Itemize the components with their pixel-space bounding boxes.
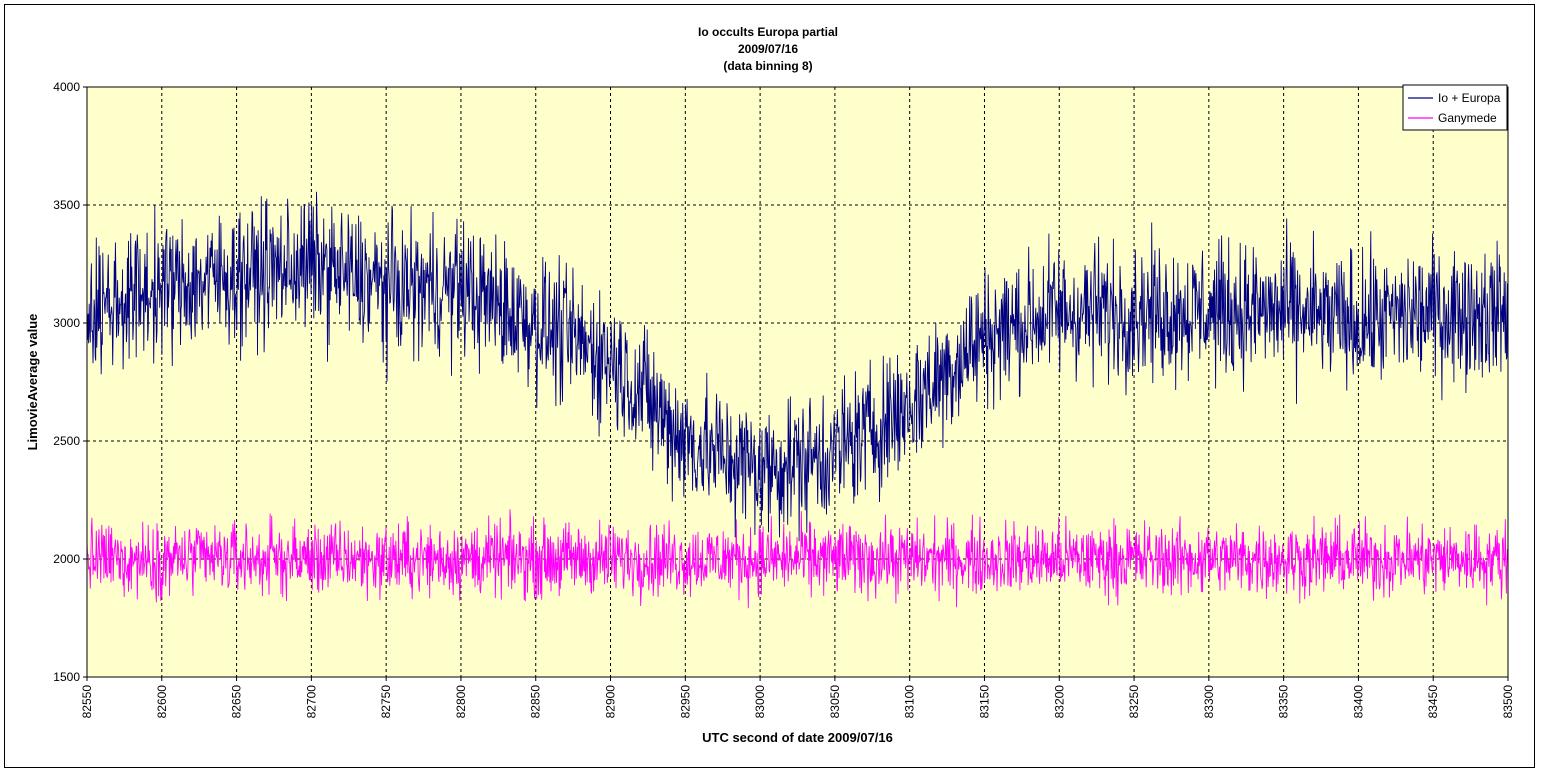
chart-svg: Io occults Europa partial 2009/07/16 (da… (25, 25, 1515, 745)
chart-frame: Io occults Europa partial 2009/07/16 (da… (4, 4, 1535, 768)
series-layer (86, 191, 1509, 609)
y-axis-ticks: 1500 2000 2500 3000 3500 4000 (53, 80, 87, 684)
x-tick-label: 82950 (678, 685, 692, 719)
x-tick-label: 83350 (1277, 685, 1291, 719)
x-tick-label: 83050 (828, 685, 842, 719)
x-tick-label: 83100 (903, 685, 917, 719)
x-tick-label: 82850 (529, 685, 543, 719)
legend-label-io-europa: Io + Europa (1438, 91, 1501, 105)
x-tick-label: 82600 (155, 685, 169, 719)
y-tick-label: 1500 (53, 670, 80, 684)
chart-title-line-3: (data binning 8) (723, 59, 812, 73)
x-tick-label: 82750 (379, 685, 393, 719)
y-tick-label: 2000 (53, 552, 80, 566)
x-tick-label: 83000 (753, 685, 767, 719)
x-tick-label: 83150 (977, 685, 991, 719)
x-axis-title: UTC second of date 2009/07/16 (702, 730, 893, 745)
x-tick-label: 83450 (1426, 685, 1440, 719)
x-tick-label: 82900 (604, 685, 618, 719)
y-tick-label: 3000 (53, 316, 80, 330)
x-tick-label: 82550 (80, 685, 94, 719)
y-tick-label: 3500 (53, 198, 80, 212)
legend: Io + Europa Ganymede (1402, 84, 1508, 131)
x-tick-label: 82700 (304, 685, 318, 719)
series-line-io-europa (86, 191, 1509, 542)
series-line-ganymede (86, 509, 1509, 609)
x-tick-label: 83400 (1351, 685, 1365, 719)
x-tick-label: 82800 (454, 685, 468, 719)
x-tick-label: 83200 (1052, 685, 1066, 719)
chart-title-line-2: 2009/07/16 (738, 42, 798, 56)
legend-box (1402, 84, 1508, 131)
plot-area (87, 87, 1508, 677)
x-tick-label: 83300 (1202, 685, 1216, 719)
plot-border (86, 86, 1509, 678)
x-tick-label: 82650 (230, 685, 244, 719)
x-tick-label: 83500 (1501, 685, 1515, 719)
legend-label-ganymede: Ganymede (1438, 111, 1497, 125)
x-axis-ticks: 82550 82600 82650 82700 82750 82800 82850 82900… (80, 677, 1515, 718)
chart-title: Io occults Europa partial 2009/07/16 (da… (698, 25, 838, 73)
x-tick-label: 83250 (1127, 685, 1141, 719)
y-tick-label: 2500 (53, 434, 80, 448)
chart-title-line-1: Io occults Europa partial (698, 25, 838, 39)
y-tick-label: 4000 (53, 80, 80, 94)
y-axis-title: LimovieAverage value (25, 314, 40, 451)
